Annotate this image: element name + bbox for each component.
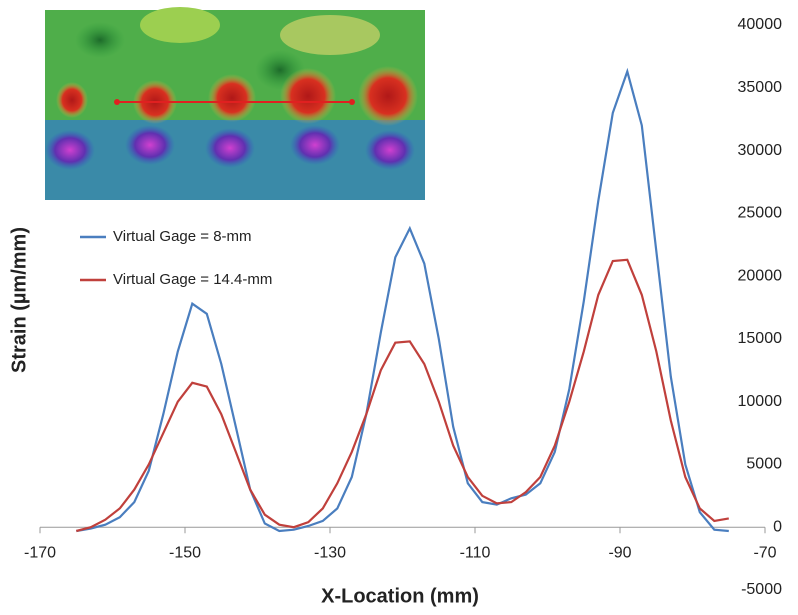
inset-blob: [75, 22, 125, 58]
x-tick-label: -110: [460, 544, 491, 561]
x-axis-title: X-Location (mm): [321, 585, 479, 607]
y-tick-label: 0: [773, 518, 782, 535]
legend-label: Virtual Gage = 8-mm: [113, 228, 252, 245]
y-axis-title: Strain (µm/mm): [8, 227, 30, 373]
x-tick-label: -130: [314, 544, 346, 561]
inset-blob: [125, 125, 175, 165]
inset-blob: [45, 130, 95, 170]
y-tick-label: 35000: [738, 79, 783, 96]
x-tick-label: -90: [608, 544, 631, 561]
inset-blob: [208, 74, 256, 122]
strain-field-inset: [45, 7, 425, 200]
inset-blob: [205, 128, 255, 168]
inset-blob: [280, 15, 380, 55]
inset-blob: [280, 68, 336, 124]
x-tick-label: -150: [169, 544, 201, 561]
inset-blob: [140, 7, 220, 43]
x-tick-label: -170: [24, 544, 56, 561]
legend-label: Virtual Gage = 14.4-mm: [113, 271, 272, 288]
inset-blob: [358, 66, 418, 126]
inset-gage-end: [349, 99, 355, 105]
y-tick-label: 30000: [738, 142, 783, 159]
inset-gage-end: [114, 99, 120, 105]
y-tick-label: 15000: [738, 330, 783, 347]
y-tick-label: 10000: [738, 393, 783, 410]
inset-blob: [365, 130, 415, 170]
inset-blob: [290, 125, 340, 165]
y-tick-label: 25000: [738, 205, 783, 222]
y-tick-label: 40000: [738, 16, 783, 33]
x-tick-label: -70: [753, 544, 776, 561]
chart: X-Location (mm) Strain (µm/mm) -5000 0 500…: [0, 0, 798, 610]
y-tick-label: -5000: [741, 581, 782, 598]
y-tick-label: 20000: [738, 267, 783, 284]
y-tick-label: 5000: [746, 456, 782, 473]
series-line: [76, 260, 729, 531]
inset-blob: [56, 82, 88, 118]
